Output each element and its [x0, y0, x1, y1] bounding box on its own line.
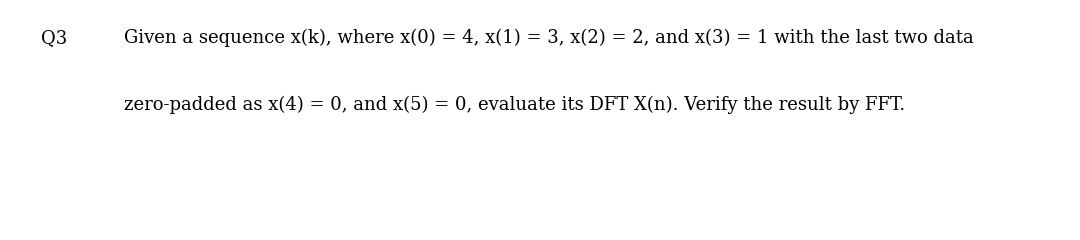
Text: Q3: Q3 — [41, 29, 67, 47]
Text: Given a sequence x(k), where x(0) = 4, x(1) = 3, x(2) = 2, and x(3) = 1 with the: Given a sequence x(k), where x(0) = 4, x… — [124, 29, 974, 47]
Text: zero-padded as x(4) = 0, and x(5) = 0, evaluate its DFT X(n). Verify the result : zero-padded as x(4) = 0, and x(5) = 0, e… — [124, 96, 905, 114]
